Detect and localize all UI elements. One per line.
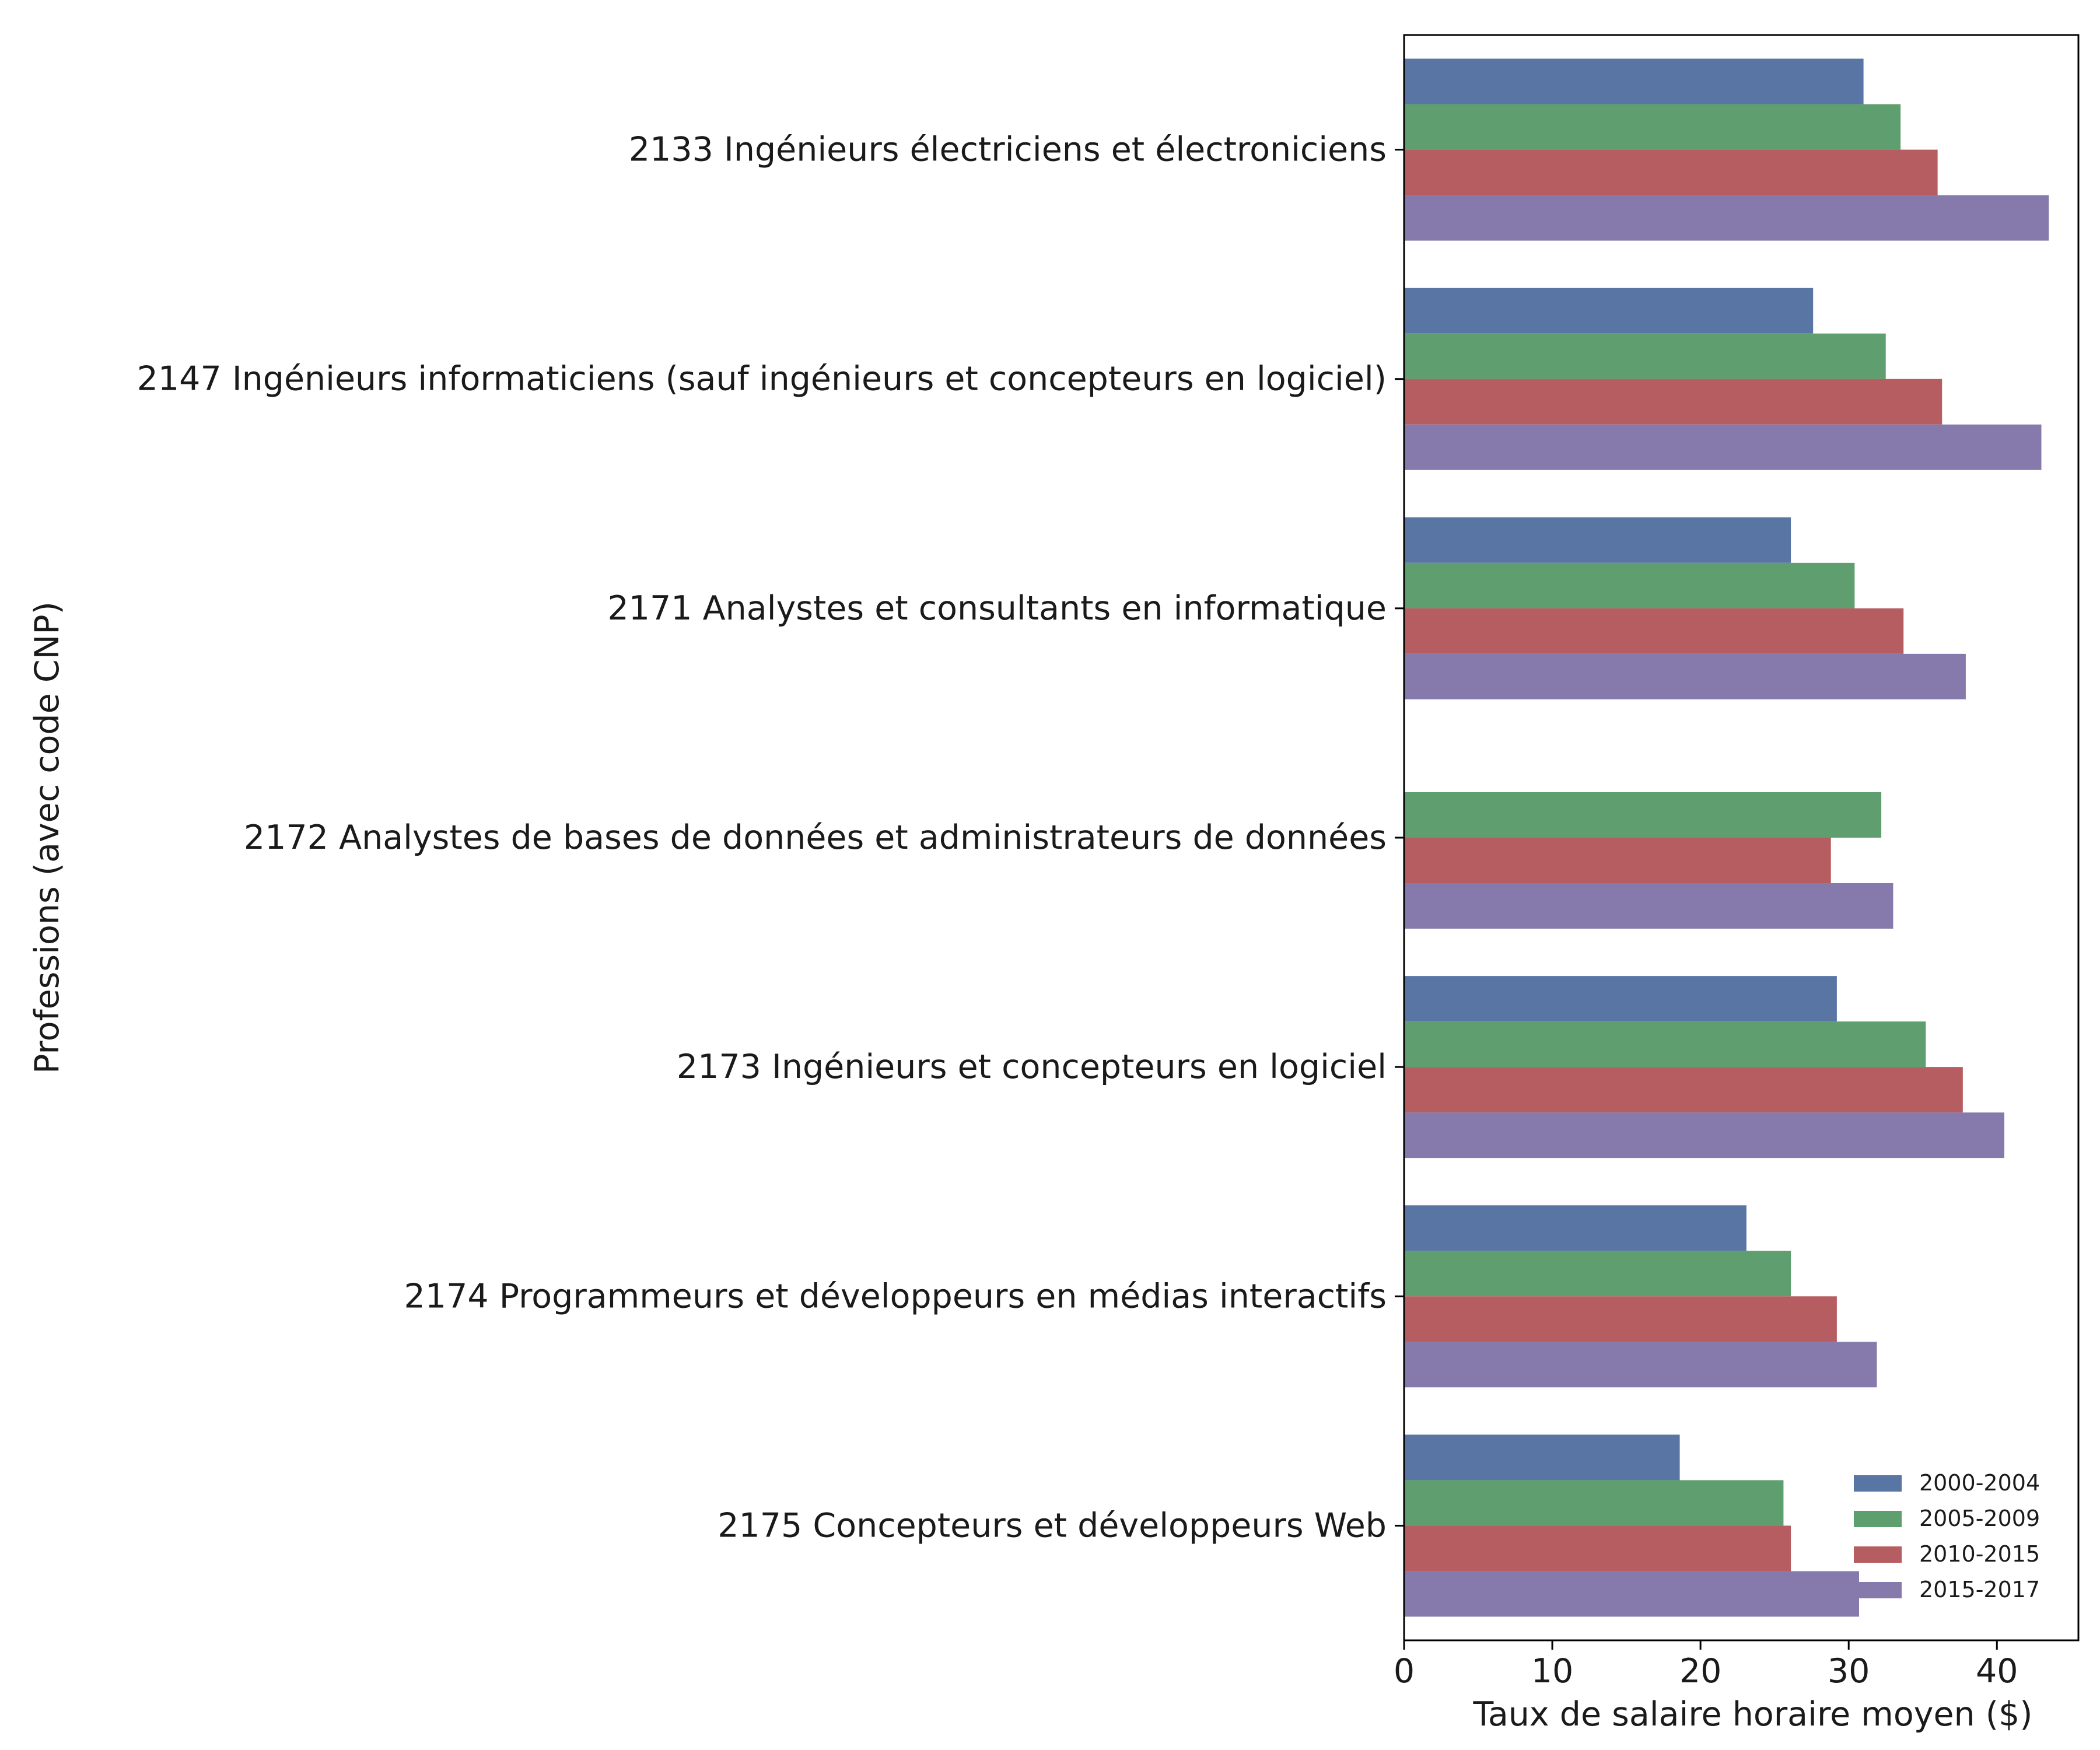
x-tick-label: 30 [1828, 1652, 1870, 1690]
bar-2005-2009-cat-5 [1404, 1251, 1791, 1297]
legend-label: 2010-2015 [1919, 1541, 2040, 1567]
legend-swatch-2015-2017 [1854, 1582, 1902, 1598]
bar-2010-2015-cat-5 [1404, 1296, 1837, 1342]
x-tick-label: 0 [1394, 1652, 1415, 1690]
bar-2015-2017-cat-3 [1404, 883, 1894, 929]
bar-2015-2017-cat-2 [1404, 653, 1966, 699]
bar-2005-2009-cat-4 [1404, 1021, 1926, 1068]
bars-group [1404, 58, 2049, 1617]
bar-2010-2015-cat-0 [1404, 149, 1938, 195]
category-label: 2147 Ingénieurs informaticiens (sauf ing… [137, 360, 1387, 398]
category-label: 2171 Analystes et consultants en informa… [608, 589, 1387, 628]
category-label: 2172 Analystes de bases de données et ad… [244, 818, 1387, 857]
bar-2000-2004-cat-2 [1404, 517, 1791, 563]
legend: 2000-2004 2005-2009 2010-2015 2015-2017 [1854, 1470, 2040, 1602]
bar-2015-2017-cat-6 [1404, 1571, 1859, 1617]
legend-swatch-2005-2009 [1854, 1511, 1902, 1527]
category-label: 2174 Programmeurs et développeurs en méd… [404, 1277, 1387, 1315]
bar-2000-2004-cat-5 [1404, 1205, 1746, 1251]
x-tick-label: 20 [1679, 1652, 1722, 1690]
bar-2000-2004-cat-6 [1404, 1434, 1680, 1480]
x-tick-label: 10 [1531, 1652, 1574, 1690]
legend-label: 2005-2009 [1919, 1506, 2040, 1531]
legend-label: 2015-2017 [1919, 1577, 2040, 1602]
x-axis-title: Taux de salaire horaire moyen ($) [1472, 1695, 2032, 1734]
legend-swatch-2000-2004 [1854, 1475, 1902, 1492]
bar-2010-2015-cat-3 [1404, 838, 1831, 883]
y-axis-title: Professions (avec code CNP) [28, 601, 66, 1074]
bar-2005-2009-cat-3 [1404, 792, 1882, 838]
bar-2010-2015-cat-6 [1404, 1525, 1791, 1572]
bar-2010-2015-cat-1 [1404, 379, 1943, 425]
bar-2005-2009-cat-0 [1404, 104, 1901, 150]
bar-2015-2017-cat-4 [1404, 1112, 2004, 1158]
category-label: 2175 Concepteurs et développeurs Web [718, 1506, 1387, 1545]
x-axis-ticks: 0 10 20 30 40 [1394, 1640, 2018, 1690]
legend-swatch-2010-2015 [1854, 1546, 1902, 1563]
category-labels: 2133 Ingénieurs électriciens et électron… [137, 131, 1404, 1545]
bar-2005-2009-cat-1 [1404, 333, 1886, 379]
bar-2005-2009-cat-2 [1404, 562, 1855, 608]
bar-2015-2017-cat-1 [1404, 424, 2042, 470]
bar-2010-2015-cat-2 [1404, 608, 1904, 654]
category-label: 2173 Ingénieurs et concepteurs en logici… [677, 1048, 1387, 1086]
bar-2000-2004-cat-0 [1404, 58, 1864, 104]
legend-label: 2000-2004 [1919, 1470, 2040, 1496]
bar-2015-2017-cat-5 [1404, 1342, 1877, 1388]
category-label: 2133 Ingénieurs électriciens et électron… [629, 131, 1387, 169]
bar-2015-2017-cat-0 [1404, 195, 2049, 241]
x-tick-label: 40 [1976, 1652, 2018, 1690]
bar-2000-2004-cat-1 [1404, 288, 1814, 334]
bar-2010-2015-cat-4 [1404, 1067, 1963, 1113]
plot-frame [1403, 34, 2080, 1642]
bar-2000-2004-cat-4 [1404, 976, 1837, 1022]
bar-2005-2009-cat-6 [1404, 1480, 1784, 1526]
